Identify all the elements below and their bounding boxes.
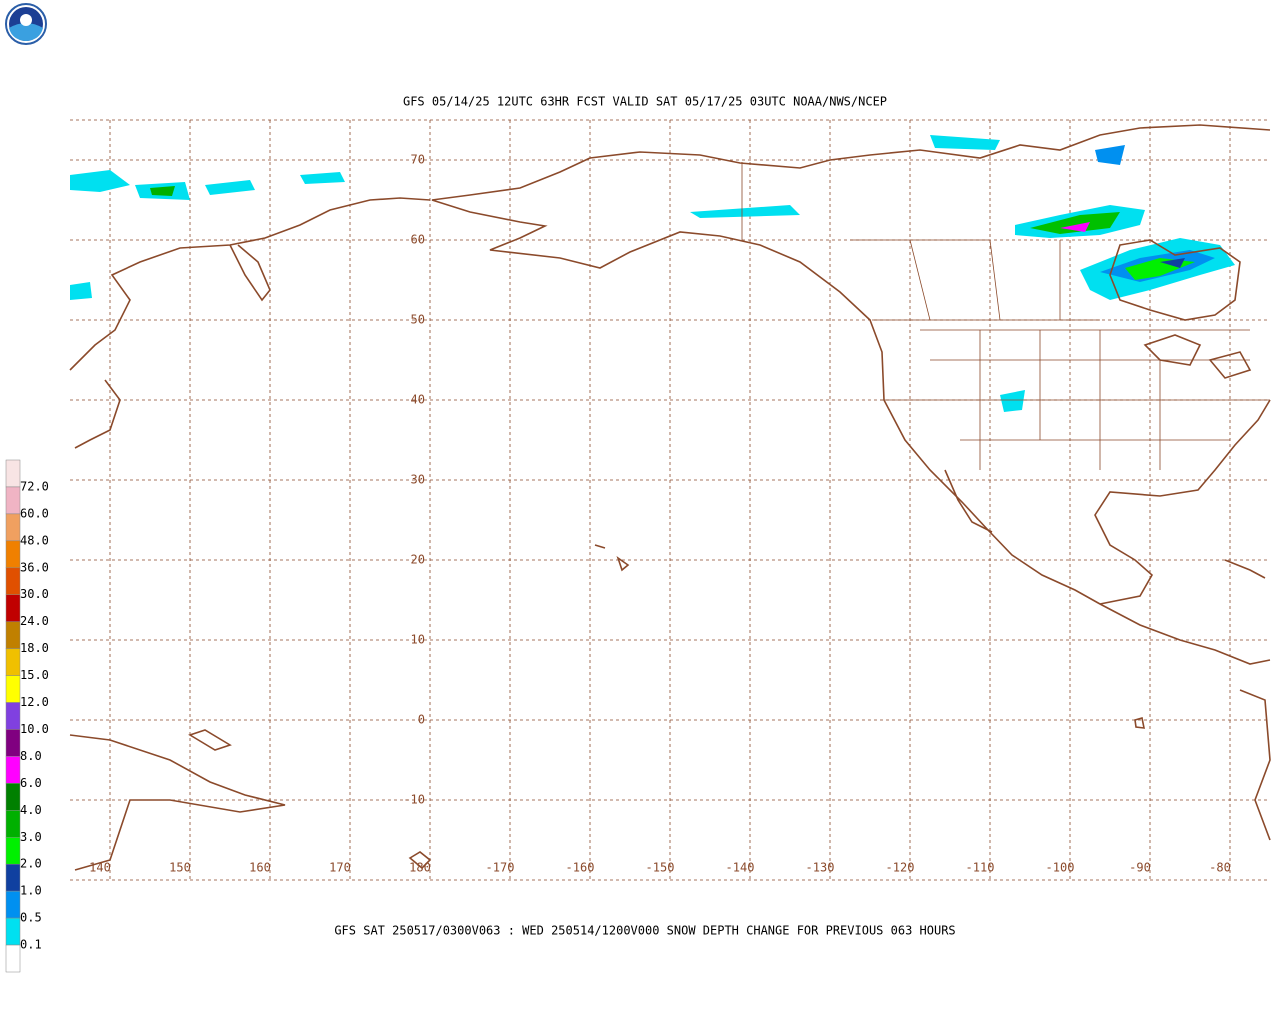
legend-swatch xyxy=(5,756,21,784)
legend-label: 15.0 xyxy=(20,668,49,682)
lon-label: -170 xyxy=(486,861,515,875)
legend-swatch xyxy=(5,513,21,542)
legend-swatch xyxy=(5,917,21,946)
lat-label: 60 xyxy=(411,233,425,247)
legend-swatch xyxy=(5,863,21,892)
legend-label: 8.0 xyxy=(20,749,42,763)
lon-label: -120 xyxy=(886,861,915,875)
legend-swatch xyxy=(5,594,21,622)
legend-swatch xyxy=(5,648,21,676)
legend-swatch xyxy=(5,810,21,838)
legend-label: 1.0 xyxy=(20,884,42,898)
lat-label: 40 xyxy=(411,393,425,407)
noaa-logo xyxy=(5,3,47,45)
lon-label: 150 xyxy=(169,861,191,875)
lat-label: 50 xyxy=(411,313,425,327)
legend: 72.0 60.0 48.0 36.0 30.0 24.0 18.0 15.0 12.0 10.0… xyxy=(5,459,49,973)
legend-label: 72.0 xyxy=(20,479,49,493)
legend-swatch xyxy=(5,729,21,757)
lon-label: -90 xyxy=(1129,861,1151,875)
lon-label: -100 xyxy=(1046,861,1075,875)
legend-label: 30.0 xyxy=(20,587,49,601)
lon-label: -140 xyxy=(726,861,755,875)
legend-label: 12.0 xyxy=(20,695,49,709)
legend-swatch xyxy=(5,890,21,919)
legend-label: 10.0 xyxy=(20,722,49,736)
map-caption: GFS SAT 250517/0300V063 : WED 250514/120… xyxy=(334,924,955,938)
lat-label: -10 xyxy=(403,793,425,807)
legend-swatch xyxy=(5,567,21,595)
legend-label: 2.0 xyxy=(20,857,42,871)
legend-label: 4.0 xyxy=(20,803,42,817)
legend-swatch xyxy=(5,783,21,811)
legend-swatch xyxy=(5,944,21,973)
lat-label: 20 xyxy=(411,553,425,567)
legend-label: 6.0 xyxy=(20,776,42,790)
legend-label: 18.0 xyxy=(20,641,49,655)
lat-label: 10 xyxy=(411,633,425,647)
legend-label: 60.0 xyxy=(20,506,49,520)
lat-label: 70 xyxy=(411,153,425,167)
legend-swatch xyxy=(5,540,21,569)
snow-patches xyxy=(70,135,1235,412)
legend-swatch xyxy=(5,621,21,649)
legend-swatch xyxy=(5,486,21,515)
coastlines xyxy=(69,124,1271,871)
legend-label: 3.0 xyxy=(20,830,42,844)
lon-label: -110 xyxy=(966,861,995,875)
legend-label: 0.1 xyxy=(20,938,42,952)
legend-swatch xyxy=(5,837,21,865)
legend-label: 0.5 xyxy=(20,911,42,925)
lon-label: -130 xyxy=(806,861,835,875)
lat-label: 0 xyxy=(418,713,425,727)
lon-label: 160 xyxy=(249,861,271,875)
legend-label: 24.0 xyxy=(20,614,49,628)
legend-swatch xyxy=(5,702,21,730)
legend-label: 48.0 xyxy=(20,533,49,547)
lon-label: -160 xyxy=(566,861,595,875)
legend-swatch xyxy=(5,459,21,488)
lon-label: -150 xyxy=(646,861,675,875)
lat-label: 30 xyxy=(411,473,425,487)
map-title: GFS 05/14/25 12UTC 63HR FCST VALID SAT 0… xyxy=(403,95,887,109)
legend-swatch xyxy=(5,675,21,703)
lon-label: 170 xyxy=(329,861,351,875)
lon-label: -80 xyxy=(1209,861,1231,875)
legend-label: 36.0 xyxy=(20,560,49,574)
